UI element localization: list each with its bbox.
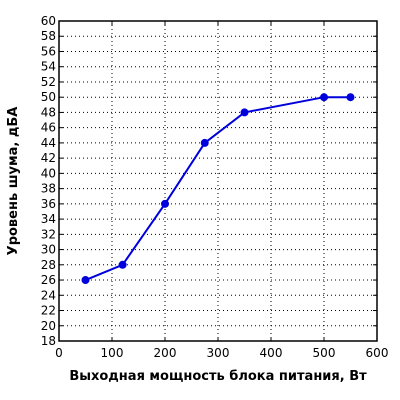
y-tick-label: 40	[41, 166, 56, 180]
y-tick-label: 18	[41, 334, 56, 348]
y-tick-label: 20	[41, 319, 56, 333]
y-tick-label: 24	[41, 288, 56, 302]
y-tick-label: 32	[41, 227, 56, 241]
x-tick-label: 600	[366, 346, 389, 360]
y-tick-label: 36	[41, 197, 56, 211]
x-tick-label: 300	[207, 346, 230, 360]
x-tick-label: 500	[313, 346, 336, 360]
series-line	[85, 96, 351, 281]
y-tick-label: 44	[41, 136, 56, 150]
x-tick-label: 100	[101, 346, 124, 360]
data-point	[240, 108, 249, 117]
data-point	[161, 199, 169, 208]
data-point	[81, 276, 90, 285]
x-axis: 0 100 200 300 400 500 600	[55, 21, 388, 360]
y-axis-title: Уровень шума, дБА	[6, 107, 21, 256]
data-point	[118, 260, 127, 269]
y-tick-label: 42	[41, 151, 56, 165]
grid	[59, 21, 377, 341]
x-tick-label: 400	[260, 346, 283, 360]
y-tick-label: 22	[41, 304, 56, 318]
y-tick-label: 50	[41, 90, 56, 104]
y-tick-label: 34	[41, 212, 56, 226]
y-tick-label: 48	[41, 105, 56, 119]
x-axis-title: Выходная мощность блока питания, Вт	[69, 369, 367, 384]
y-tick-label: 54	[41, 60, 56, 74]
y-tick-label: 28	[41, 258, 56, 272]
y-tick-label: 30	[41, 243, 56, 257]
y-tick-label: 46	[41, 121, 56, 135]
x-tick-label: 0	[55, 346, 63, 360]
y-tick-label: 58	[41, 29, 56, 43]
y-tick-label: 60	[41, 14, 56, 28]
y-tick-label: 38	[41, 182, 56, 196]
y-tick-label: 26	[41, 273, 56, 287]
data-point	[200, 138, 209, 147]
series	[81, 93, 355, 285]
data-point	[320, 93, 328, 102]
y-tick-label: 52	[41, 75, 56, 89]
x-tick-label: 200	[154, 346, 177, 360]
y-tick-label: 56	[41, 44, 56, 58]
data-point	[346, 93, 355, 102]
